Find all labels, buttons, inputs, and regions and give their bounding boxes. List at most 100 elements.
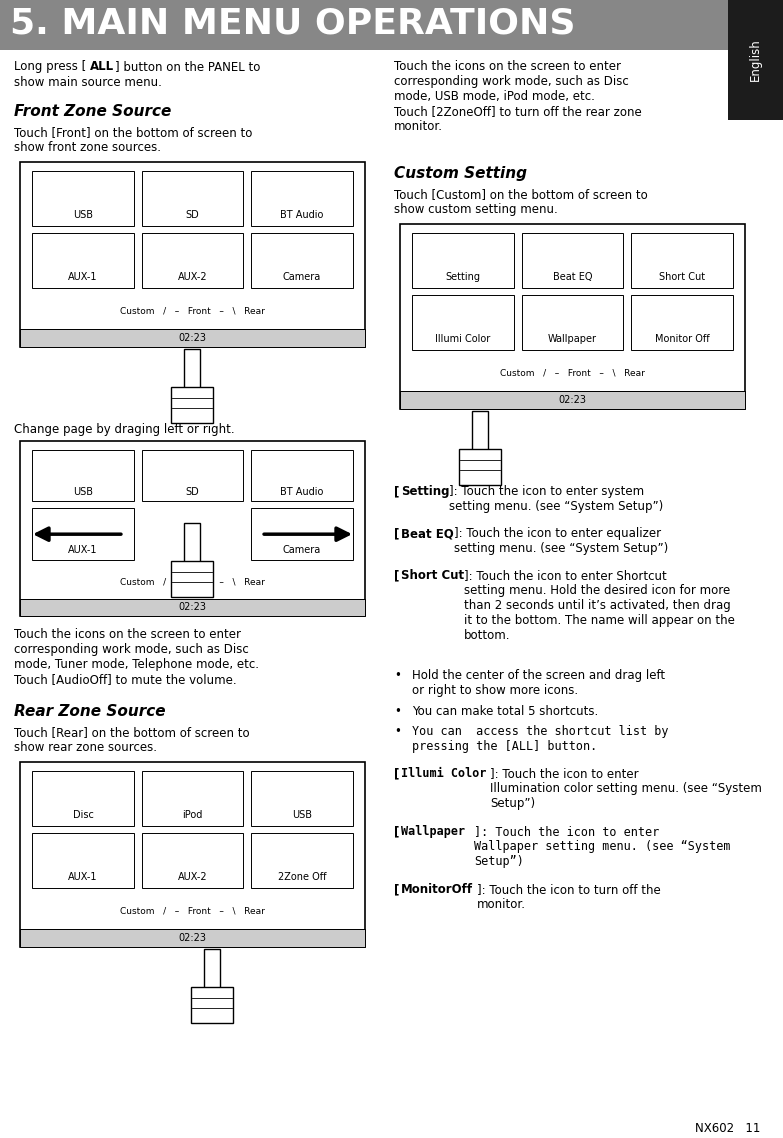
Text: •: • [394, 706, 401, 718]
Bar [204, 949, 220, 989]
Bar [142, 450, 244, 502]
Bar [32, 233, 134, 288]
Text: Setting: Setting [401, 485, 449, 498]
Text: AUX-2: AUX-2 [178, 872, 207, 882]
Text: ]: Touch the icon to enter Shortcut
setting menu. Hold the desired icon for more: ]: Touch the icon to enter Shortcut sett… [464, 569, 735, 642]
Bar [251, 171, 353, 225]
Text: ]: Touch the icon to enter system
setting menu. (see “System Setup”): ]: Touch the icon to enter system settin… [449, 485, 663, 513]
Bar [184, 523, 200, 563]
Bar [142, 233, 244, 288]
Text: Camera: Camera [283, 545, 321, 555]
Text: 5. MAIN MENU OPERATIONS: 5. MAIN MENU OPERATIONS [10, 6, 576, 40]
Bar [142, 171, 244, 225]
Text: [: [ [394, 883, 399, 896]
Bar [32, 772, 134, 826]
Text: Setting: Setting [446, 272, 481, 282]
Text: Front Zone Source: Front Zone Source [14, 104, 171, 119]
Text: Custom Setting: Custom Setting [394, 166, 527, 181]
Bar [142, 772, 244, 826]
Bar [191, 987, 233, 1023]
Text: SD: SD [186, 211, 200, 220]
Bar [20, 442, 365, 616]
Text: Wallpaper: Wallpaper [401, 825, 465, 838]
Text: Custom   /   –   Front   –   \   Rear: Custom / – Front – \ Rear [500, 369, 645, 378]
Bar [0, 0, 728, 50]
Text: AUX-1: AUX-1 [68, 872, 98, 882]
Text: ]: Touch the icon to turn off the
monitor.: ]: Touch the icon to turn off the monito… [477, 883, 661, 912]
Text: Touch [Rear] on the bottom of screen to
show rear zone sources.: Touch [Rear] on the bottom of screen to … [14, 726, 250, 754]
Text: Hold the center of the screen and drag left
or right to show more icons.: Hold the center of the screen and drag l… [412, 669, 665, 696]
Bar [184, 349, 200, 389]
Text: [: [ [394, 569, 399, 582]
Text: You can  access the shortcut list by
pressing the [ALL] button.: You can access the shortcut list by pres… [412, 725, 669, 753]
Bar [142, 833, 244, 888]
Text: BT Audio: BT Audio [280, 487, 323, 496]
Text: [: [ [394, 527, 399, 541]
Text: Monitor Off: Monitor Off [655, 335, 709, 344]
Bar [412, 233, 514, 288]
Text: iPod: iPod [182, 810, 203, 820]
Text: Rear Zone Source: Rear Zone Source [14, 704, 166, 719]
Bar [20, 329, 365, 347]
Text: Touch the icons on the screen to enter
corresponding work mode, such as Disc
mod: Touch the icons on the screen to enter c… [394, 60, 642, 133]
Text: Long press [: Long press [ [14, 60, 86, 73]
Bar [251, 772, 353, 826]
Bar [400, 224, 745, 409]
Text: You can make total 5 shortcuts.: You can make total 5 shortcuts. [412, 706, 598, 718]
Text: Wallpaper: Wallpaper [548, 335, 597, 344]
Bar [251, 450, 353, 502]
Bar [728, 0, 783, 119]
Text: Custom   /   –   Front   –   \   Rear: Custom / – Front – \ Rear [120, 907, 265, 915]
Text: AUX-1: AUX-1 [68, 545, 98, 555]
Text: ]: Touch the icon to enter
Illumination color setting menu. (see “System
Setup”): ]: Touch the icon to enter Illumination … [490, 767, 762, 810]
Text: Short Cut: Short Cut [659, 272, 705, 282]
Text: USB: USB [73, 211, 93, 220]
Text: Short Cut: Short Cut [401, 569, 464, 582]
Text: [: [ [394, 767, 399, 780]
Text: Beat EQ: Beat EQ [553, 272, 592, 282]
Text: 02:23: 02:23 [558, 395, 586, 405]
Text: ]: Touch the icon to enter
Wallpaper setting menu. (see “System
Setup”): ]: Touch the icon to enter Wallpaper set… [474, 825, 731, 868]
Text: Touch [Custom] on the bottom of screen to
show custom setting menu.: Touch [Custom] on the bottom of screen t… [394, 188, 648, 216]
Text: Illumi Color: Illumi Color [435, 335, 491, 344]
Text: NX602   11: NX602 11 [695, 1122, 760, 1135]
Bar [521, 295, 623, 349]
Text: show main source menu.: show main source menu. [14, 76, 162, 89]
Text: 2Zone Off: 2Zone Off [278, 872, 327, 882]
Text: MonitorOff: MonitorOff [401, 883, 473, 896]
Text: ] button on the PANEL to: ] button on the PANEL to [115, 60, 261, 73]
Bar [251, 233, 353, 288]
Text: ALL: ALL [90, 60, 114, 73]
Bar [171, 561, 213, 596]
Bar [631, 233, 733, 288]
Text: Custom   /   –   Front   –   \   Rear: Custom / – Front – \ Rear [120, 306, 265, 315]
Text: [: [ [394, 485, 399, 498]
Text: SD: SD [186, 487, 200, 496]
Bar [412, 295, 514, 349]
Text: Touch [Front] on the bottom of screen to
show front zone sources.: Touch [Front] on the bottom of screen to… [14, 126, 252, 154]
Text: Beat EQ: Beat EQ [401, 527, 454, 541]
Text: •: • [394, 669, 401, 682]
Bar [400, 390, 745, 409]
Text: AUX-2: AUX-2 [178, 272, 207, 282]
Text: USB: USB [73, 487, 93, 496]
Bar [171, 387, 213, 422]
Text: Custom   /   –   Front   –   \   Rear: Custom / – Front – \ Rear [120, 577, 265, 586]
Bar [251, 833, 353, 888]
Bar [20, 762, 365, 947]
Bar [521, 233, 623, 288]
Text: 02:23: 02:23 [179, 933, 207, 942]
Bar [32, 171, 134, 225]
Text: •: • [394, 725, 401, 739]
Text: [: [ [394, 825, 399, 838]
Text: Illumi Color: Illumi Color [401, 767, 486, 780]
Text: Change page by draging left or right.: Change page by draging left or right. [14, 423, 235, 436]
Bar [20, 929, 365, 947]
Bar [459, 448, 501, 485]
Text: English: English [749, 39, 762, 82]
Bar [32, 833, 134, 888]
Text: Camera: Camera [283, 272, 321, 282]
Text: USB: USB [292, 810, 312, 820]
Bar [32, 450, 134, 502]
Bar [631, 295, 733, 349]
